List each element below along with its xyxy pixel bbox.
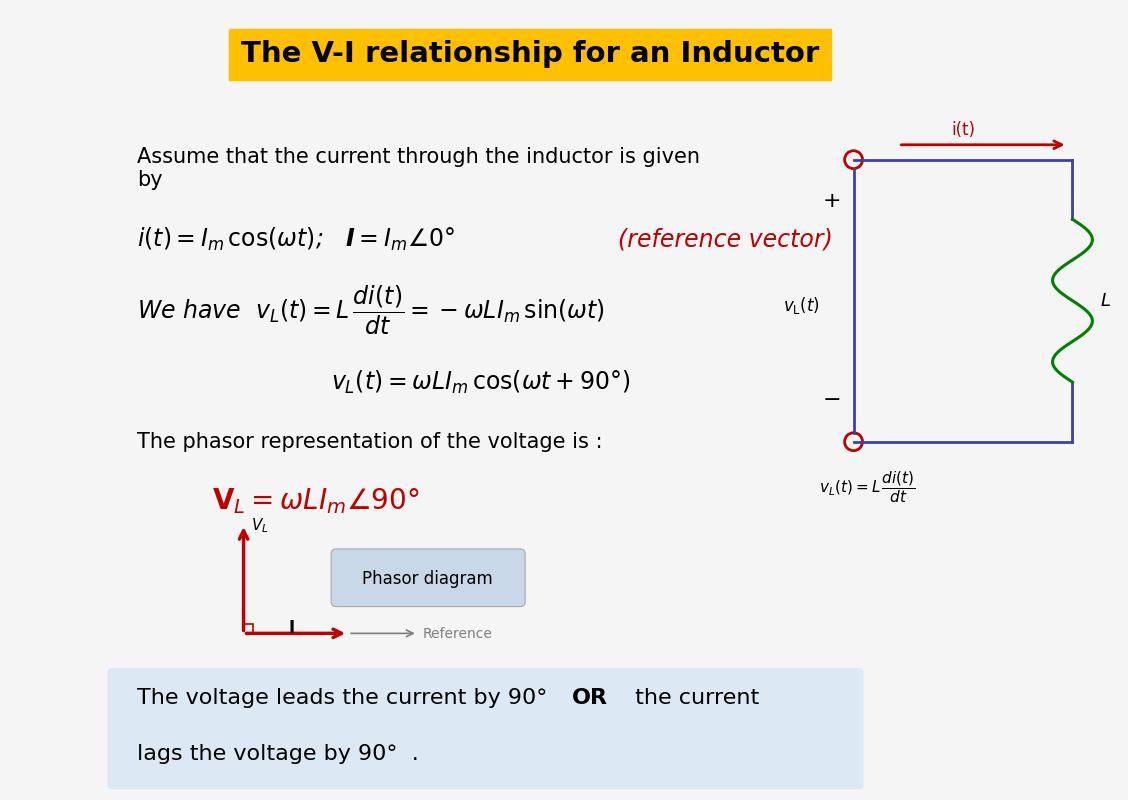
Text: $\mathbf{I}$: $\mathbf{I}$ <box>288 619 294 638</box>
Text: $\mathbf{V}_L = \omega L I_m\angle 90°$: $\mathbf{V}_L = \omega L I_m\angle 90°$ <box>212 486 420 516</box>
Text: Assume that the current through the inductor is given
by: Assume that the current through the indu… <box>138 146 700 190</box>
Text: lags the voltage by 90°  .: lags the voltage by 90° . <box>138 743 418 763</box>
Text: Phasor diagram: Phasor diagram <box>362 570 493 588</box>
Text: $v_{\mathsf{L}}(t)$: $v_{\mathsf{L}}(t)$ <box>783 295 820 316</box>
Text: +: + <box>822 191 841 211</box>
Text: the current: the current <box>627 688 759 708</box>
Text: −: − <box>822 390 841 410</box>
Text: i(t): i(t) <box>951 121 975 139</box>
FancyBboxPatch shape <box>107 668 864 790</box>
Text: $v_L(t) = \omega L I_m\,\cos(\omega t + 90°)$: $v_L(t) = \omega L I_m\,\cos(\omega t + … <box>332 369 631 396</box>
Text: Reference: Reference <box>423 627 493 642</box>
Text: $V_L$: $V_L$ <box>250 516 268 535</box>
Text: We have  $v_L(t) = L\,\dfrac{di(t)}{dt} = -\omega L I_m\,\sin(\omega t)$: We have $v_L(t) = L\,\dfrac{di(t)}{dt} =… <box>138 284 605 338</box>
Text: $v_L(t) = L\,\dfrac{di(t)}{dt}$: $v_L(t) = L\,\dfrac{di(t)}{dt}$ <box>819 470 916 506</box>
Text: (reference vector): (reference vector) <box>618 227 832 251</box>
Text: OR: OR <box>572 688 608 708</box>
Text: The phasor representation of the voltage is :: The phasor representation of the voltage… <box>138 432 602 452</box>
Text: L: L <box>1100 292 1110 310</box>
FancyBboxPatch shape <box>332 549 526 606</box>
Text: The V-I relationship for an Inductor: The V-I relationship for an Inductor <box>241 41 819 69</box>
Text: The voltage leads the current by 90°: The voltage leads the current by 90° <box>138 688 555 708</box>
Text: $i(t) = I_m\,\cos(\omega t)$;   $\boldsymbol{I} = I_m\angle 0°$: $i(t) = I_m\,\cos(\omega t)$; $\boldsymb… <box>138 226 455 253</box>
